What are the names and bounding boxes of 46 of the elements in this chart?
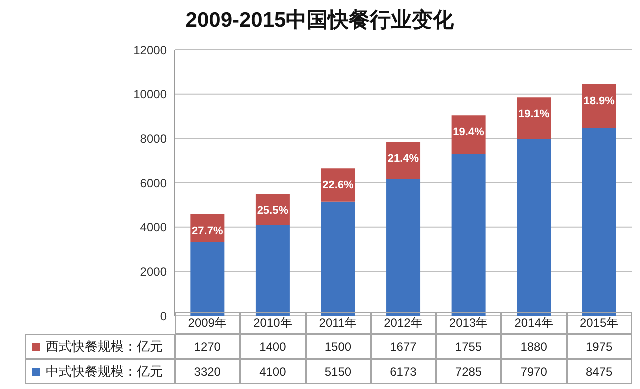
x-tick-label: 2010年 bbox=[240, 312, 306, 334]
annotation: 19.1% bbox=[518, 108, 550, 121]
chart-title: 2009-2015中国快餐行业变化 bbox=[184, 8, 456, 34]
data-label: 1270 bbox=[175, 334, 240, 359]
y-tick-label: 2000 bbox=[140, 264, 168, 279]
data-label: 7285 bbox=[436, 359, 502, 384]
data-label: 1975 bbox=[566, 334, 632, 359]
data-label: 1400 bbox=[240, 334, 306, 359]
bar bbox=[386, 179, 421, 316]
x-tick-label: 2011年 bbox=[306, 312, 371, 334]
y-tick-label: 4000 bbox=[140, 220, 168, 235]
legend-label: 西式快餐规模：亿元 bbox=[25, 334, 175, 359]
data-label: 7970 bbox=[501, 359, 567, 384]
data-label: 5150 bbox=[306, 359, 371, 384]
annotation: 27.7% bbox=[192, 225, 224, 238]
bar bbox=[321, 202, 356, 316]
data-label: 3320 bbox=[175, 359, 240, 384]
bar bbox=[517, 139, 552, 316]
bar bbox=[582, 128, 616, 316]
data-label: 1500 bbox=[306, 334, 371, 359]
annotation: 18.9% bbox=[584, 95, 616, 108]
data-label: 1677 bbox=[370, 334, 436, 359]
y-tick-label: 8000 bbox=[140, 132, 168, 146]
x-tick-label: 2014年 bbox=[501, 312, 567, 334]
annotation: 25.5% bbox=[257, 205, 289, 218]
y-tick-label: 10000 bbox=[134, 88, 168, 102]
data-label: 6173 bbox=[370, 359, 436, 384]
bar bbox=[190, 242, 225, 316]
x-tick-label: 2013年 bbox=[436, 312, 502, 334]
annotation: 22.6% bbox=[322, 180, 354, 192]
y-tick-label: 6000 bbox=[140, 176, 168, 190]
data-label: 4100 bbox=[240, 359, 306, 384]
annotation: 19.4% bbox=[453, 126, 485, 139]
y-tick-label: 0 bbox=[160, 309, 168, 324]
bar bbox=[517, 98, 552, 140]
data-label: 8475 bbox=[566, 359, 632, 384]
bar bbox=[452, 154, 486, 316]
x-tick-label: 2012年 bbox=[370, 312, 436, 334]
legend-label: 中式快餐规模：亿元 bbox=[25, 359, 175, 384]
bar bbox=[256, 225, 290, 316]
x-tick-label: 2015年 bbox=[566, 312, 632, 334]
data-label: 1880 bbox=[501, 334, 567, 359]
data-label: 1755 bbox=[436, 334, 502, 359]
y-tick-label: 12000 bbox=[134, 43, 168, 58]
annotation: 21.4% bbox=[388, 152, 420, 165]
x-tick-label: 2009年 bbox=[175, 312, 240, 334]
